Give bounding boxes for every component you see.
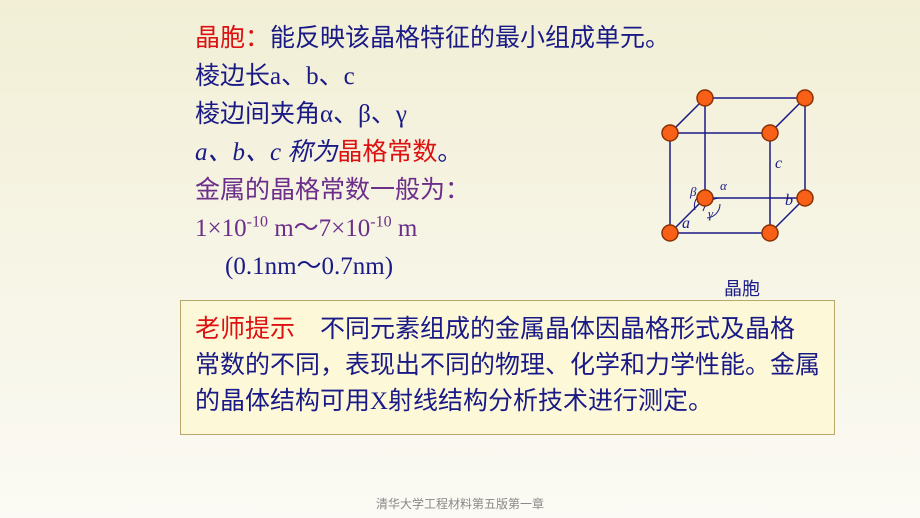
term-lattice-const: 晶格常数 [337, 139, 437, 166]
label-alpha: α [720, 178, 728, 193]
note-head: 老师提示 [195, 315, 295, 343]
teacher-note-box: 老师提示 不同元素组成的金属晶体因晶格形式及晶格常数的不同，表现出不同的物理、化… [180, 300, 835, 435]
line-4c: 。 [437, 139, 462, 166]
label-c: c [775, 155, 782, 172]
line-1: 晶胞：能反映该晶格特征的最小组成单元。 [195, 20, 830, 58]
line-4a: a、b、c 称为 [195, 139, 337, 166]
label-a: a [682, 215, 690, 232]
line-1-body: 能反映该晶格特征的最小组成单元。 [270, 25, 670, 52]
note-text: 老师提示 不同元素组成的金属晶体因晶格形式及晶格常数的不同，表现出不同的物理、化… [195, 311, 820, 420]
term-unit-cell: 晶胞： [195, 25, 270, 52]
label-gamma: γ [708, 206, 714, 221]
label-b: b [785, 192, 793, 209]
label-beta: β [689, 184, 697, 199]
footer-text: 清华大学工程材料第五版第一章 [376, 495, 544, 512]
diagram-caption: 晶胞 [724, 275, 760, 301]
unit-cell-diagram: c b a α β γ [640, 78, 825, 258]
